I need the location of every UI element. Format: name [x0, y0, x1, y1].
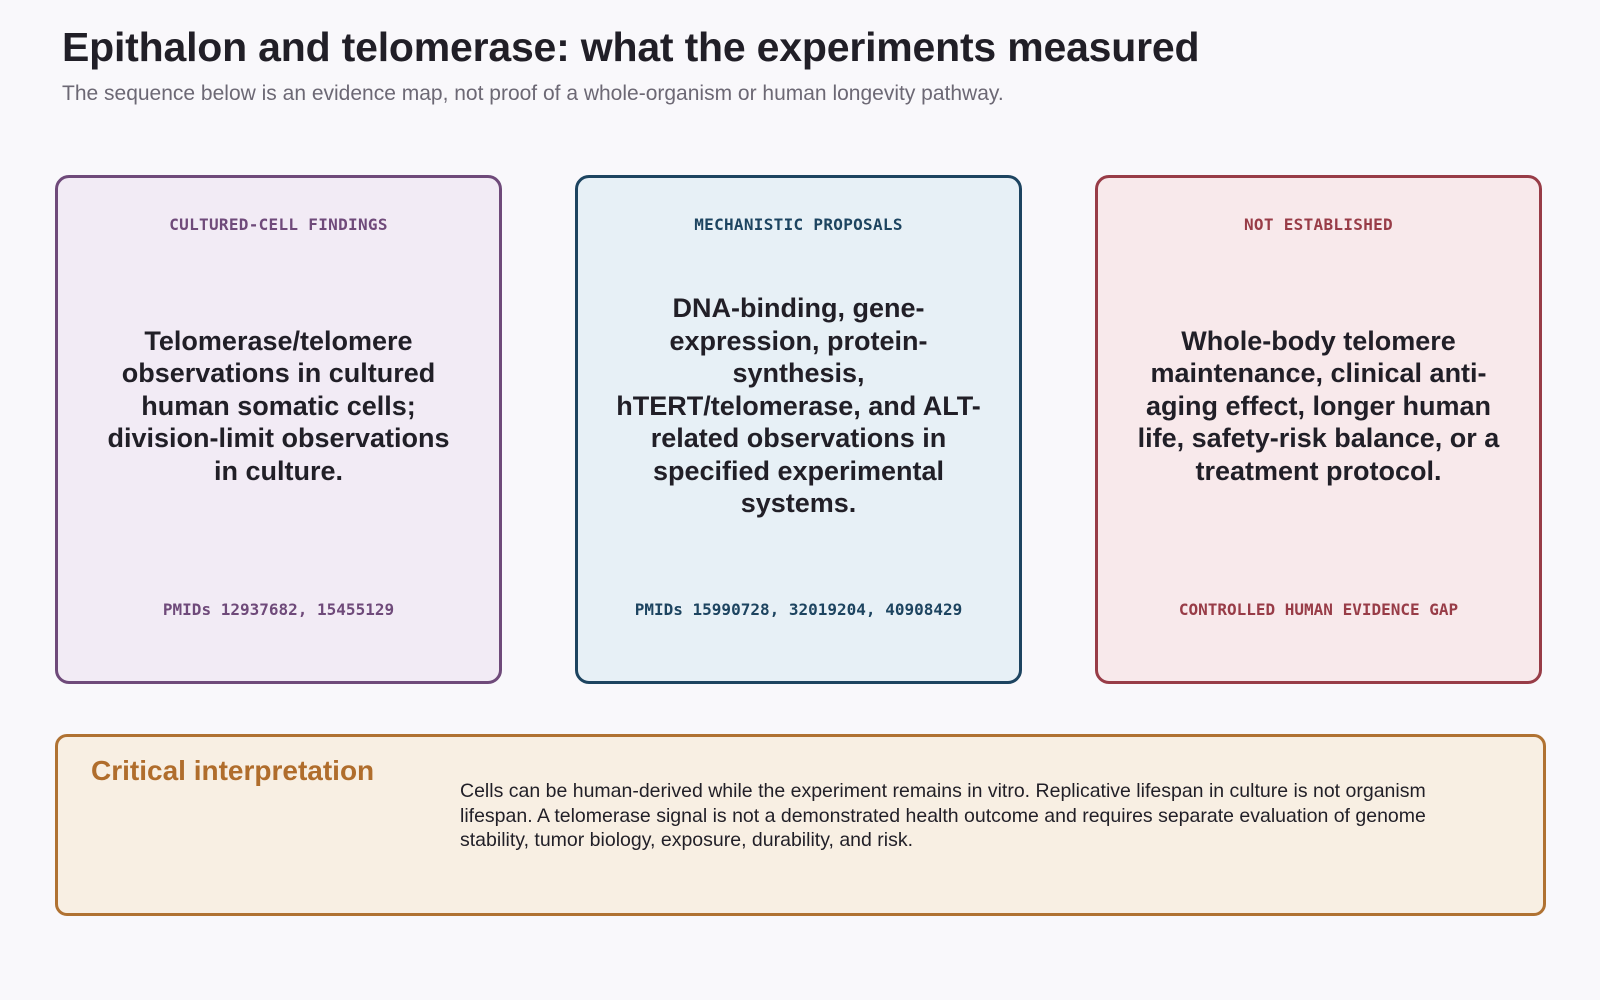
- interpretation-text: Cells can be human-derived while the exp…: [460, 780, 1426, 851]
- card-not-established: NOT ESTABLISHED Whole-body telomere main…: [1095, 175, 1542, 684]
- page-title: Epithalon and telomerase: what the exper…: [62, 24, 1200, 70]
- card-kicker: CULTURED-CELL FINDINGS: [169, 215, 388, 234]
- critical-interpretation-panel: Critical interpretation Cells can be hum…: [55, 734, 1546, 916]
- card-mechanistic-proposals: MECHANISTIC PROPOSALS DNA-binding, gene-…: [575, 175, 1022, 684]
- page-subtitle: The sequence below is an evidence map, n…: [62, 82, 1004, 105]
- card-body: Telomerase/telomere observations in cult…: [94, 256, 463, 556]
- card-body-text: Whole-body telomere maintenance, clinica…: [1137, 325, 1500, 486]
- card-footer: PMIDs 12937682, 15455129: [162, 600, 395, 619]
- card-body-text: DNA-binding, gene-expression, protein-sy…: [616, 293, 981, 519]
- card-kicker: NOT ESTABLISHED: [1244, 215, 1393, 234]
- card-footer: CONTROLLED HUMAN EVIDENCE GAP: [1178, 600, 1459, 619]
- card-kicker: MECHANISTIC PROPOSALS: [694, 215, 903, 234]
- card-cultured-cell-findings: CULTURED-CELL FINDINGS Telomerase/telome…: [55, 175, 502, 684]
- card-body: DNA-binding, gene-expression, protein-sy…: [614, 256, 983, 556]
- card-footer: PMIDs 15990728, 32019204, 40908429: [634, 600, 963, 619]
- card-body: Whole-body telomere maintenance, clinica…: [1134, 256, 1503, 556]
- interpretation-title: Critical interpretation: [91, 755, 375, 786]
- card-body-text: Telomerase/telomere observations in cult…: [107, 325, 450, 486]
